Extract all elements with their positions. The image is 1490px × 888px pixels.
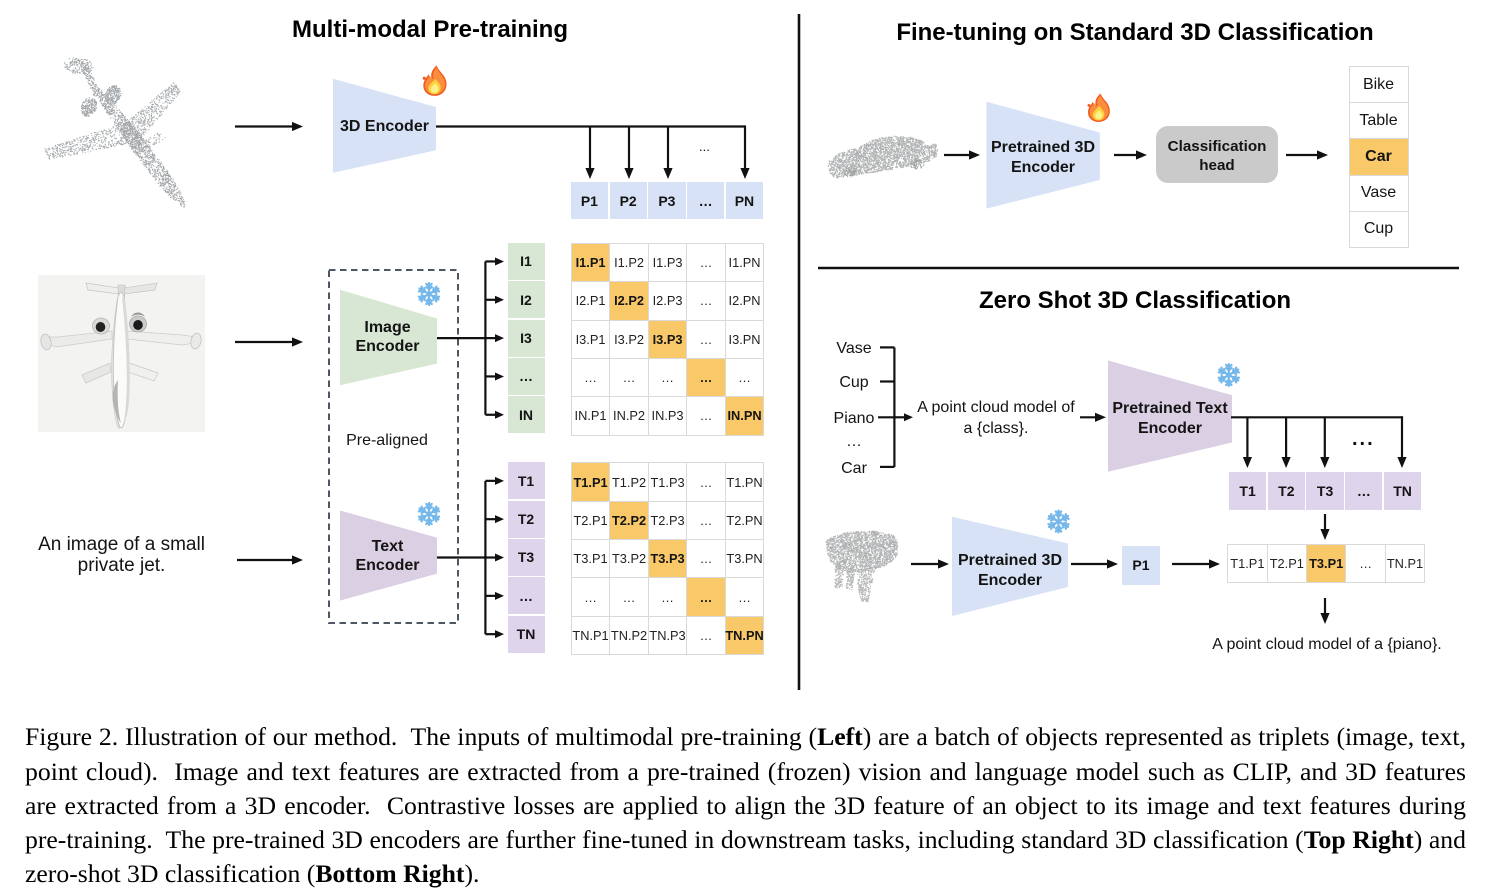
svg-text:...: ...	[699, 139, 710, 154]
svg-text:...: ...	[1352, 428, 1375, 450]
